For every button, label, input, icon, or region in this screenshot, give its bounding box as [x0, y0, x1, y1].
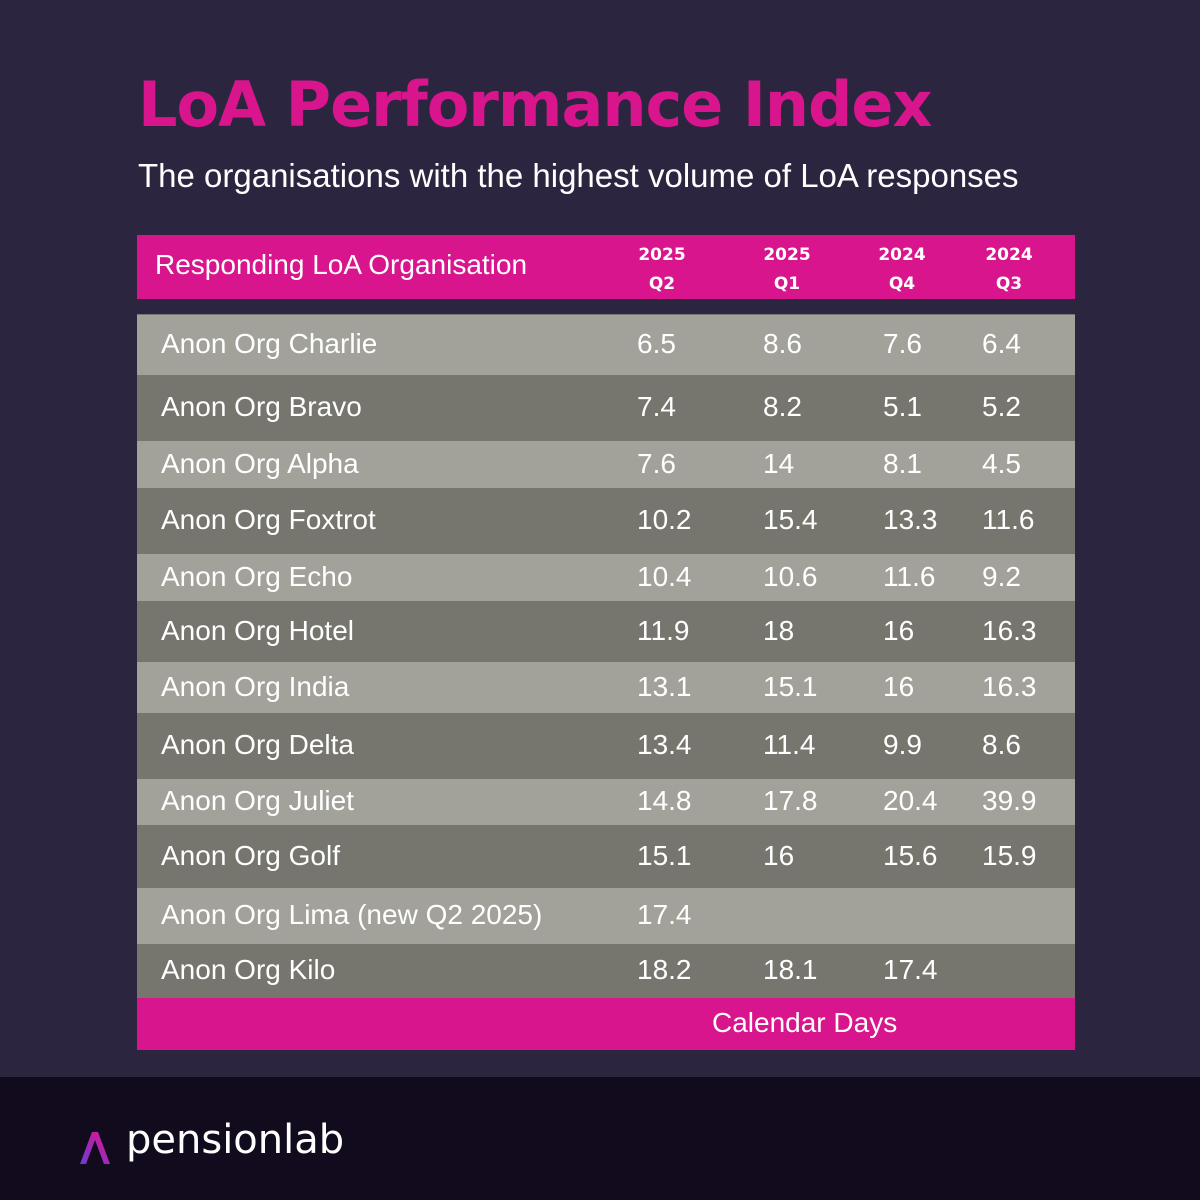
value-cell: 11.6 [982, 504, 1035, 535]
table-row: Anon Org Alpha 7.6 14 8.1 4.5 [137, 441, 1075, 488]
org-name-cell: Anon Org Charlie [161, 328, 378, 359]
value-cell: 15.4 [763, 504, 818, 535]
value-cell: 11.4 [763, 729, 816, 760]
table-row: Anon Org Echo 10.4 10.6 11.6 9.2 [137, 554, 1075, 601]
value-cell: 15.9 [982, 840, 1037, 871]
value-cell: 13.1 [637, 671, 692, 702]
value-cell: 13.3 [883, 504, 938, 535]
value-cell: 18.2 [637, 954, 692, 985]
value-cell: 15.1 [637, 840, 692, 871]
table-row: Anon Org Bravo 7.4 8.2 5.1 5.2 [137, 375, 1075, 441]
org-name-cell: Anon Org Golf [161, 840, 340, 871]
value-cell: 16.3 [982, 615, 1037, 646]
value-cell: 7.6 [637, 448, 676, 479]
org-name-cell: Anon Org Juliet [161, 785, 354, 816]
page-title: LoA Performance Index [138, 68, 932, 141]
org-name-cell: Anon Org Echo [161, 561, 353, 592]
org-name-cell: Anon Org Hotel [161, 615, 354, 646]
value-cell: 16.3 [982, 671, 1037, 702]
table-row: Anon Org Lima (new Q2 2025) 17.4 [137, 888, 1075, 944]
table-header: Responding LoA Organisation 2025 Q2 2025 Q1… [137, 235, 1075, 299]
table-row: Anon Org India 13.1 15.1 16 16.3 [137, 662, 1075, 713]
org-name-cell: Anon Org Kilo [161, 954, 336, 985]
value-cell: 18.1 [763, 954, 818, 985]
org-name-cell: Anon Org Delta [161, 729, 354, 760]
value-cell: 16 [883, 671, 915, 702]
page-subtitle: The organisations with the highest volum… [138, 157, 1019, 194]
column-header-quarter: Q2 [648, 274, 676, 294]
value-cell: 8.6 [763, 328, 802, 359]
table-row: Anon Org Foxtrot 10.2 15.4 13.3 11.6 [137, 488, 1075, 554]
value-cell: 5.1 [883, 391, 922, 422]
brand-footer-band [0, 1077, 1200, 1200]
value-cell: 11.6 [883, 561, 936, 592]
brand-name: pensionlab [126, 1117, 345, 1163]
value-cell: 15.6 [883, 840, 938, 871]
value-cell: 17.4 [883, 954, 938, 985]
column-header-quarter: Q4 [888, 274, 916, 294]
value-cell: 10.2 [637, 504, 692, 535]
table-row: Anon Org Delta 13.4 11.4 9.9 8.6 [137, 713, 1075, 779]
value-cell: 14.8 [637, 785, 692, 816]
column-header: 2024 Q4 [857, 241, 947, 299]
value-cell: 17.4 [637, 899, 692, 930]
table-row: Anon Org Charlie 6.5 8.6 7.6 6.4 [137, 315, 1075, 375]
value-cell: 15.1 [763, 671, 818, 702]
pensionlab-logo-icon [80, 1132, 110, 1164]
value-cell: 17.8 [763, 785, 818, 816]
table-row: Anon Org Hotel 11.9 18 16 16.3 [137, 601, 1075, 662]
org-column-header: Responding LoA Organisation [155, 249, 528, 280]
column-header: 2025 Q1 [742, 241, 832, 299]
value-cell: 10.6 [763, 561, 818, 592]
column-header-year: 2024 [878, 245, 926, 265]
value-cell: 39.9 [982, 785, 1037, 816]
value-cell: 7.4 [637, 391, 676, 422]
value-cell: 8.6 [982, 729, 1021, 760]
value-cell: 6.5 [637, 328, 676, 359]
column-header-quarter: Q1 [773, 274, 801, 294]
column-header-quarter: Q3 [995, 274, 1023, 294]
org-name-cell: Anon Org Foxtrot [161, 504, 376, 535]
table-footer: Calendar Days [137, 998, 1075, 1050]
table-row: Anon Org Kilo 18.2 18.1 17.4 [137, 944, 1075, 998]
value-cell: 14 [763, 448, 795, 479]
unit-label: Calendar Days [712, 1007, 898, 1038]
value-cell: 13.4 [637, 729, 692, 760]
value-cell: 4.5 [982, 448, 1021, 479]
org-name-cell: Anon Org Alpha [161, 448, 359, 479]
column-header: 2024 Q3 [964, 241, 1054, 299]
value-cell: 11.9 [637, 615, 690, 646]
value-cell: 6.4 [982, 328, 1021, 359]
value-cell: 9.9 [883, 729, 922, 760]
value-cell: 16 [883, 615, 915, 646]
column-header-year: 2025 [763, 245, 811, 265]
value-cell: 10.4 [637, 561, 692, 592]
value-cell: 8.1 [883, 448, 922, 479]
org-name-cell: Anon Org Lima (new Q2 2025) [161, 899, 543, 930]
value-cell: 7.6 [883, 328, 922, 359]
value-cell: 9.2 [982, 561, 1021, 592]
value-cell: 18 [763, 615, 795, 646]
column-header-year: 2025 [638, 245, 686, 265]
org-name-cell: Anon Org India [161, 671, 350, 702]
value-cell: 20.4 [883, 785, 938, 816]
column-header-year: 2024 [985, 245, 1033, 265]
value-cell: 16 [763, 840, 795, 871]
org-name-cell: Anon Org Bravo [161, 391, 362, 422]
value-cell: 5.2 [982, 391, 1021, 422]
column-header: 2025 Q2 [617, 241, 707, 299]
data-table-body: Anon Org Charlie 6.5 8.6 7.6 6.4 Anon Org Bra… [137, 314, 1075, 999]
table-row: Anon Org Golf 15.1 16 15.6 15.9 [137, 825, 1075, 888]
value-cell: 8.2 [763, 391, 802, 422]
table-row: Anon Org Juliet 14.8 17.8 20.4 39.9 [137, 779, 1075, 825]
